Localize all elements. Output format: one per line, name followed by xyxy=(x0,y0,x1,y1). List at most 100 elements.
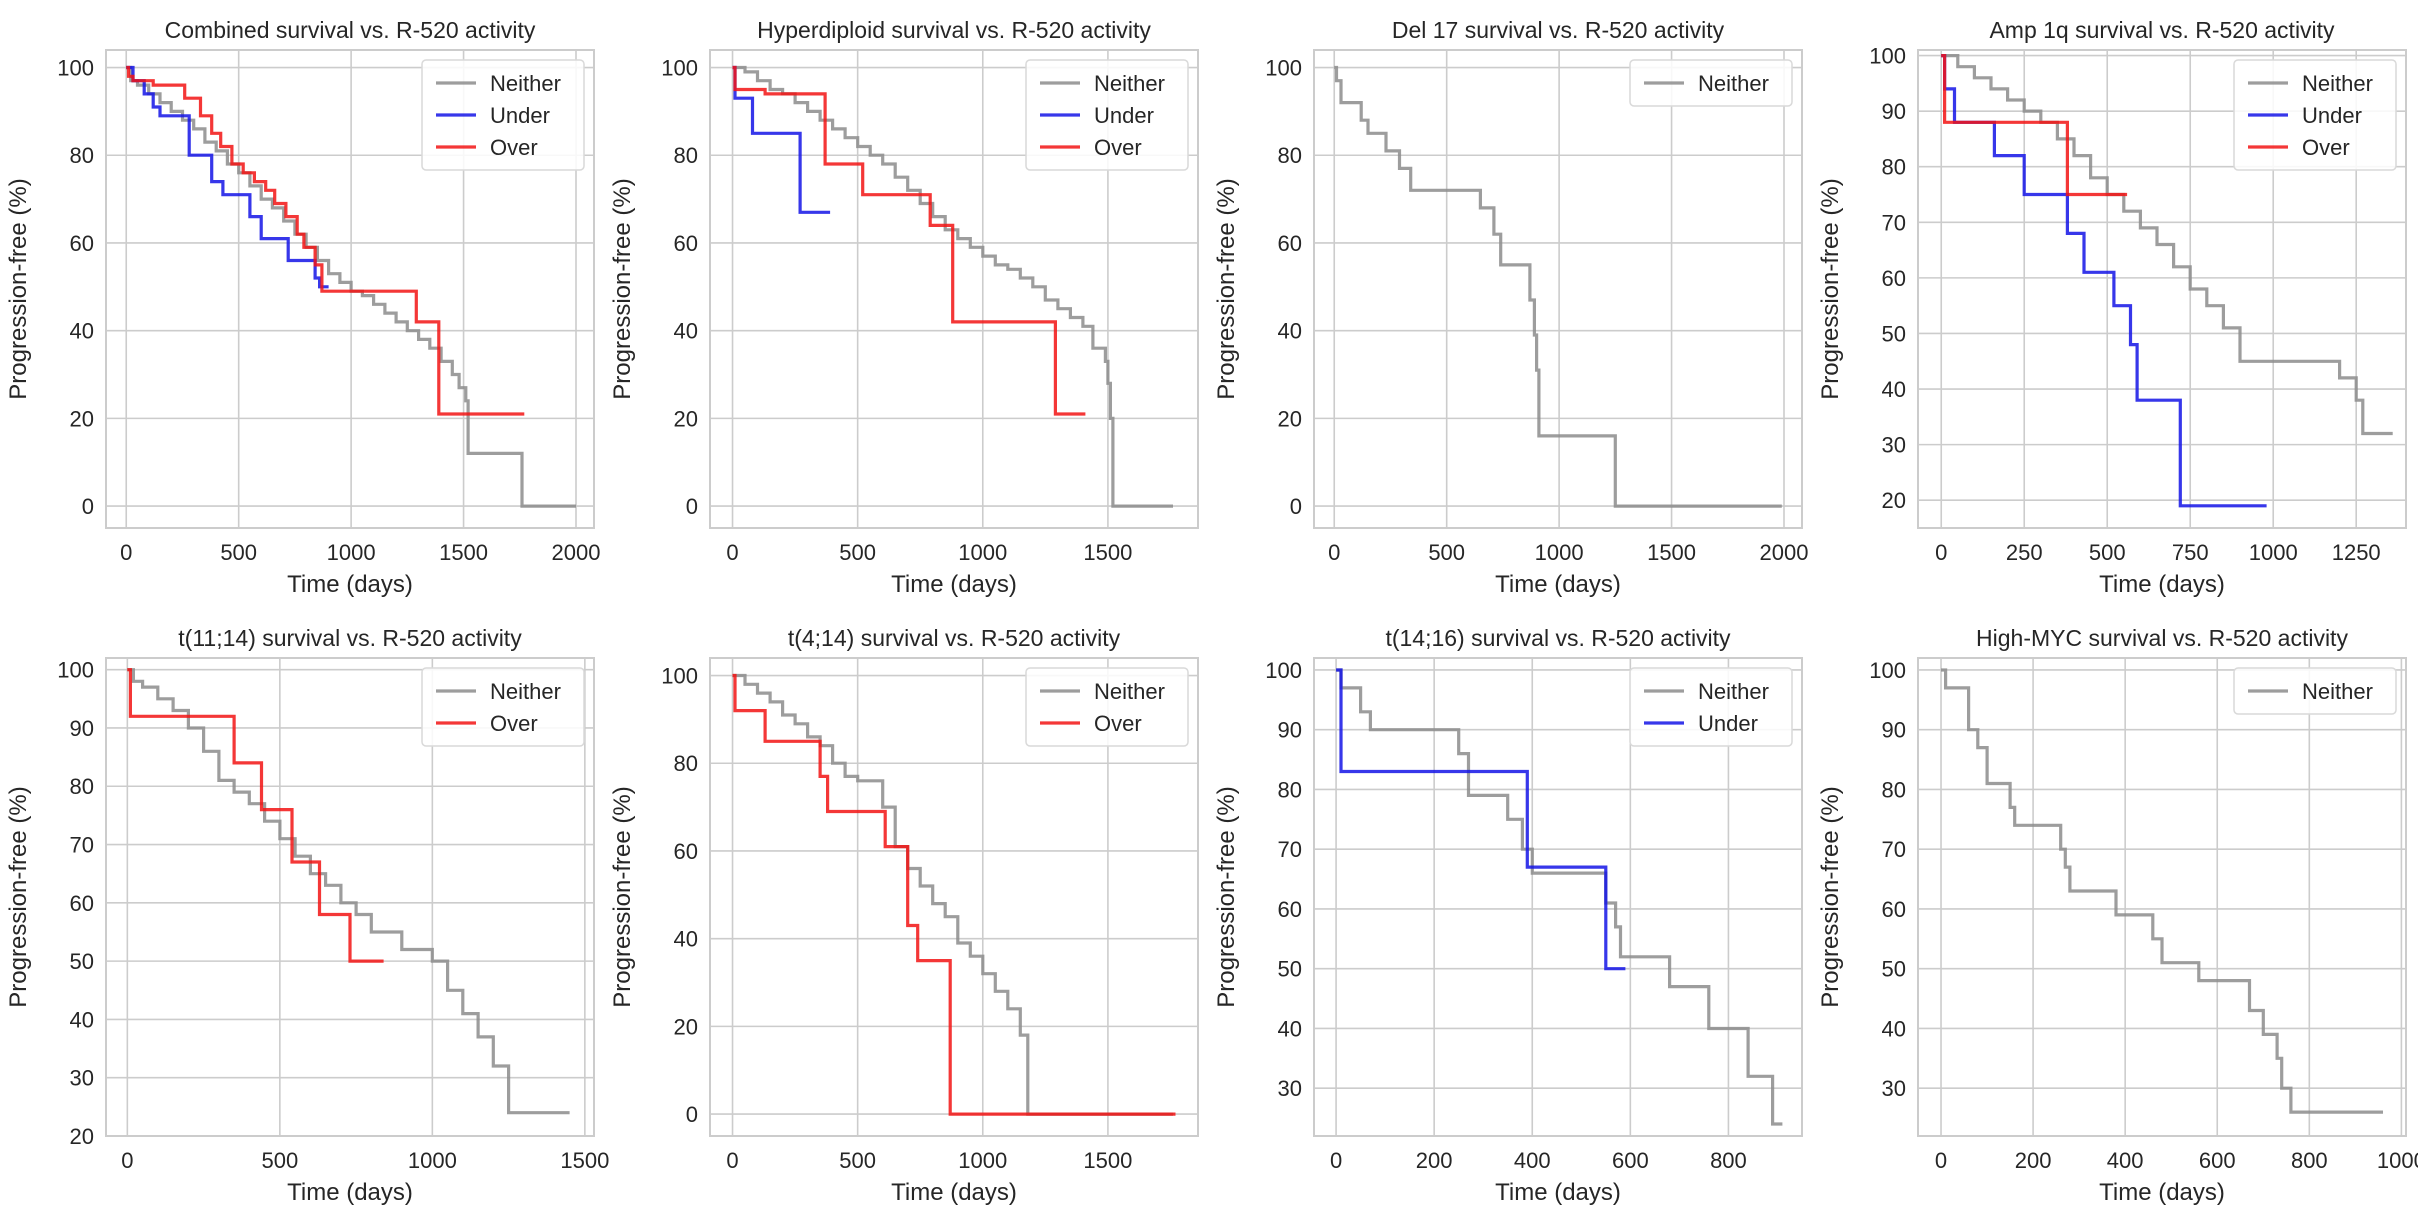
x-tick-label: 0 xyxy=(1935,1148,1947,1173)
y-tick-label: 20 xyxy=(70,406,94,431)
legend-label: Under xyxy=(1094,103,1154,128)
y-tick-label: 50 xyxy=(1882,957,1906,982)
plot-frame xyxy=(1917,49,2407,529)
series-line-neither xyxy=(1941,668,2383,1114)
y-tick-label: 100 xyxy=(661,664,698,689)
legend-label: Over xyxy=(1094,135,1142,160)
series-line-under xyxy=(126,65,329,289)
y-tick-label: 30 xyxy=(1278,1076,1302,1101)
x-tick-label: 400 xyxy=(2107,1148,2144,1173)
y-tick-label: 90 xyxy=(1278,718,1302,743)
y-axis-label: Progression-free (%) xyxy=(609,786,636,1007)
chart-panel: 0 500 1000 1500 20 30 40 50 60 70 80 90 100 t(11;14) … xyxy=(5,625,609,1206)
x-tick-label: 250 xyxy=(2006,540,2043,565)
x-axis-label: Time (days) xyxy=(287,571,413,598)
legend-box xyxy=(421,667,585,747)
y-tick-label: 40 xyxy=(674,927,698,952)
y-tick-label: 60 xyxy=(1278,231,1302,256)
y-axis-label: Progression-free (%) xyxy=(5,786,32,1007)
x-axis-label: Time (days) xyxy=(2099,1179,2225,1206)
series-line-neither xyxy=(127,668,570,1115)
chart-panel: 0 200 400 600 800 30 40 50 60 70 80 90 100 t(14;16) s… xyxy=(1213,625,1803,1206)
y-tick-label: 80 xyxy=(1882,155,1906,180)
y-tick-label: 40 xyxy=(1278,319,1302,344)
chart-title: t(4;14) survival vs. R-520 activity xyxy=(788,625,1121,651)
y-tick-label: 0 xyxy=(686,1102,698,1127)
x-tick-label: 0 xyxy=(1328,540,1340,565)
x-tick-label: 500 xyxy=(261,1148,298,1173)
legend-label: Neither xyxy=(1094,71,1165,96)
legend-box xyxy=(1025,667,1189,747)
y-tick-label: 70 xyxy=(1278,837,1302,862)
y-tick-label: 80 xyxy=(1882,777,1906,802)
legend-box xyxy=(1025,59,1189,171)
x-tick-label: 1500 xyxy=(560,1148,609,1173)
legend: Neither Over xyxy=(1025,667,1189,747)
series-line-over xyxy=(126,65,525,416)
chart-panel: 0 500 1000 1500 0 20 40 60 80 100 t(4;14) survival… xyxy=(609,625,1199,1206)
y-tick-label: 20 xyxy=(674,406,698,431)
chart-title: t(14;16) survival vs. R-520 activity xyxy=(1385,625,1731,651)
y-tick-label: 0 xyxy=(686,494,698,519)
legend-label: Neither xyxy=(490,71,561,96)
y-tick-label: 80 xyxy=(674,143,698,168)
y-tick-label: 50 xyxy=(1278,957,1302,982)
y-tick-label: 60 xyxy=(1278,897,1302,922)
x-tick-label: 1250 xyxy=(2332,540,2381,565)
x-tick-label: 1500 xyxy=(1647,540,1696,565)
legend: Neither Under Over xyxy=(1025,59,1189,171)
y-tick-label: 100 xyxy=(1265,56,1302,81)
y-tick-label: 60 xyxy=(1882,266,1906,291)
series-line-under xyxy=(1336,668,1626,971)
y-tick-label: 40 xyxy=(70,319,94,344)
chart-title: Combined survival vs. R-520 activity xyxy=(165,17,536,43)
y-axis-label: Progression-free (%) xyxy=(1817,178,1844,399)
y-tick-label: 90 xyxy=(1882,99,1906,124)
legend-box xyxy=(1629,59,1793,107)
x-tick-label: 0 xyxy=(1330,1148,1342,1173)
y-tick-label: 30 xyxy=(1882,433,1906,458)
x-tick-label: 400 xyxy=(1514,1148,1551,1173)
chart-title: Amp 1q survival vs. R-520 activity xyxy=(1989,17,2335,43)
y-tick-label: 100 xyxy=(661,56,698,81)
legend-label: Under xyxy=(2302,103,2362,128)
x-axis-label: Time (days) xyxy=(891,1179,1017,1206)
legend-label: Neither xyxy=(2302,71,2373,96)
y-tick-label: 20 xyxy=(1882,488,1906,513)
x-tick-label: 1000 xyxy=(1535,540,1584,565)
x-tick-label: 2000 xyxy=(1760,540,1809,565)
x-tick-label: 500 xyxy=(220,540,257,565)
legend-label: Neither xyxy=(1094,679,1165,704)
y-tick-label: 80 xyxy=(70,143,94,168)
x-axis-label: Time (days) xyxy=(2099,571,2225,598)
legend-label: Over xyxy=(1094,711,1142,736)
y-tick-label: 100 xyxy=(57,56,94,81)
x-tick-label: 500 xyxy=(839,540,876,565)
x-tick-label: 1500 xyxy=(439,540,488,565)
series-line-under xyxy=(1941,54,2267,508)
x-tick-label: 0 xyxy=(120,540,132,565)
chart-panel: 0 250 500 750 1000 1250 20 30 40 50 60 70 80 90 100 Amp… xyxy=(1817,17,2407,598)
y-axis-label: Progression-free (%) xyxy=(1213,178,1240,399)
legend-label: Over xyxy=(2302,135,2350,160)
legend-box xyxy=(2233,59,2397,171)
y-tick-label: 30 xyxy=(1882,1076,1906,1101)
legend: Neither xyxy=(1629,59,1793,107)
chart-title: t(11;14) survival vs. R-520 activity xyxy=(178,625,522,651)
x-tick-label: 2000 xyxy=(552,540,601,565)
legend-box xyxy=(2233,667,2397,715)
x-tick-label: 0 xyxy=(726,540,738,565)
y-tick-label: 100 xyxy=(57,658,94,683)
x-tick-label: 750 xyxy=(2172,540,2209,565)
legend: Neither Under Over xyxy=(2233,59,2397,171)
x-tick-label: 600 xyxy=(2199,1148,2236,1173)
y-axis-label: Progression-free (%) xyxy=(609,178,636,399)
y-tick-label: 70 xyxy=(70,833,94,858)
y-tick-label: 50 xyxy=(70,949,94,974)
x-tick-label: 1000 xyxy=(327,540,376,565)
legend-label: Over xyxy=(490,135,538,160)
x-tick-label: 200 xyxy=(1416,1148,1453,1173)
series-line-over xyxy=(127,668,384,963)
legend-label: Neither xyxy=(1698,71,1769,96)
